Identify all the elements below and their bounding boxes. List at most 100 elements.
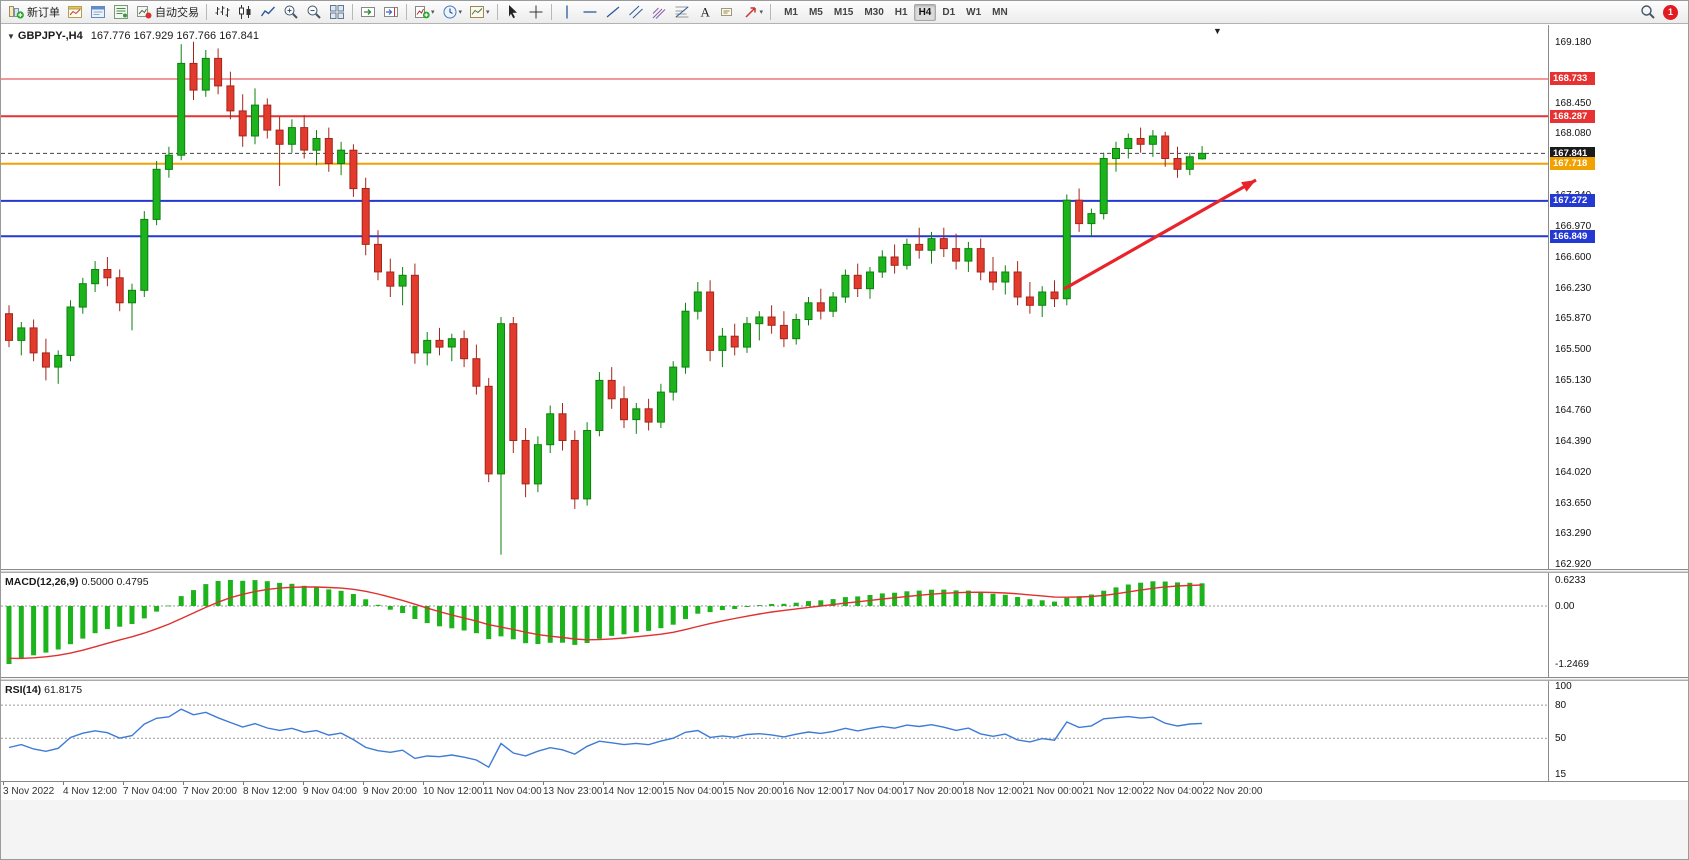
candle bbox=[706, 291, 715, 351]
templates-dropdown-caret[interactable]: ▾ bbox=[486, 9, 490, 16]
chart-title-expander-icon[interactable]: ▼ bbox=[7, 32, 15, 41]
time-axis[interactable]: 3 Nov 2022 4 Nov 12:00 7 Nov 04:00 7 Nov 20… bbox=[1, 782, 1688, 800]
panel-separator[interactable] bbox=[1, 678, 1688, 681]
bar-chart-button[interactable] bbox=[211, 2, 233, 22]
arrow-tools-dropdown-caret[interactable]: ▾ bbox=[759, 9, 764, 16]
rsi-axis-label: 80 bbox=[1555, 700, 1567, 712]
price-axis-label: 163.650 bbox=[1555, 498, 1592, 510]
price-axis[interactable]: 169.180168.450168.080167.340166.970166.6… bbox=[1548, 25, 1688, 570]
time-axis-label: 21 Nov 12:00 bbox=[1083, 786, 1143, 797]
profiles-button[interactable] bbox=[87, 2, 109, 22]
zoom-in-button[interactable] bbox=[280, 2, 302, 22]
zoom-out-button[interactable] bbox=[303, 2, 325, 22]
autotrading-button[interactable]: 自动交易 bbox=[133, 2, 202, 22]
candle bbox=[78, 283, 87, 308]
autoscroll-marker-icon[interactable]: ▼ bbox=[1213, 26, 1222, 36]
time-axis-label: 14 Nov 12:00 bbox=[603, 786, 663, 797]
templates-button[interactable]: ▾ bbox=[466, 2, 493, 22]
candle bbox=[1025, 296, 1034, 306]
time-axis-label: 9 Nov 20:00 bbox=[363, 786, 417, 797]
candle bbox=[263, 104, 272, 131]
chart-shift-button[interactable] bbox=[380, 2, 402, 22]
periods-dropdown-caret[interactable]: ▾ bbox=[458, 9, 463, 16]
candle bbox=[755, 316, 764, 325]
macd-panel: MACD(12,26,9) 0.5000 0.4795 0.6233 0.00 -1… bbox=[1, 573, 1688, 678]
price-axis-label: 165.130 bbox=[1555, 374, 1592, 386]
profiles-icon bbox=[91, 6, 105, 18]
timeframe-M5[interactable]: M5 bbox=[808, 6, 823, 18]
rsi-axis: 100 80 50 15 bbox=[1548, 681, 1688, 781]
cursor-button[interactable] bbox=[502, 2, 524, 22]
macd-name: MACD(12,26,9) bbox=[5, 576, 79, 588]
candle bbox=[1099, 158, 1108, 215]
auto-scroll-button[interactable] bbox=[357, 2, 379, 22]
candle bbox=[533, 444, 542, 485]
timeframe-M30[interactable]: M30 bbox=[864, 6, 884, 18]
time-axis-label: 21 Nov 00:00 bbox=[1023, 786, 1083, 797]
horizontal-line-button[interactable] bbox=[579, 2, 601, 22]
candlestick-chart-button[interactable] bbox=[234, 2, 256, 22]
new-order-button[interactable]: 新订单 bbox=[5, 2, 63, 22]
text-label-icon bbox=[720, 8, 732, 16]
horizontal-lines-layer[interactable] bbox=[1, 78, 1548, 238]
time-axis-tick bbox=[3, 782, 4, 785]
time-axis-label: 10 Nov 12:00 bbox=[423, 786, 483, 797]
candle bbox=[251, 104, 259, 137]
candle bbox=[1087, 213, 1096, 225]
trendline-button[interactable] bbox=[602, 2, 624, 22]
arrow-tools-button[interactable]: ▾ bbox=[740, 2, 767, 22]
candle bbox=[275, 129, 284, 145]
candle bbox=[398, 274, 407, 287]
timeframe-MN[interactable]: MN bbox=[992, 6, 1008, 18]
candle bbox=[1148, 135, 1157, 145]
crosshair-button[interactable] bbox=[525, 2, 547, 22]
time-axis-label: 22 Nov 04:00 bbox=[1143, 786, 1203, 797]
timeframe-H1[interactable]: H1 bbox=[894, 6, 908, 18]
search-button[interactable] bbox=[1637, 2, 1659, 22]
bar-chart-icon bbox=[215, 6, 230, 17]
text-button[interactable]: A bbox=[694, 2, 716, 22]
arrow-tool-icon bbox=[745, 7, 756, 18]
timeframe-D1[interactable]: D1 bbox=[942, 6, 956, 18]
price-badge-168.287: 168.287 bbox=[1550, 109, 1595, 123]
search-icon bbox=[1641, 5, 1655, 19]
pitchfork-button[interactable] bbox=[648, 2, 670, 22]
line-chart-button[interactable] bbox=[257, 2, 279, 22]
channel-button[interactable] bbox=[625, 2, 647, 22]
timeframe-W1[interactable]: W1 bbox=[966, 6, 982, 18]
price-badge-167.718: 167.718 bbox=[1550, 157, 1595, 171]
candlestick-icon bbox=[239, 5, 251, 19]
text-label-button[interactable] bbox=[717, 2, 739, 22]
indicators-button[interactable]: ▾ bbox=[411, 2, 438, 22]
panel-separator[interactable] bbox=[1, 570, 1688, 573]
tile-windows-button[interactable] bbox=[326, 2, 348, 22]
timeframe-M1[interactable]: M1 bbox=[784, 6, 798, 18]
macd-label: MACD(12,26,9) 0.5000 0.4795 bbox=[5, 576, 149, 588]
time-axis-label: 8 Nov 12:00 bbox=[243, 786, 297, 797]
timeframe-H4[interactable]: H4 bbox=[913, 3, 937, 21]
vertical-line-button[interactable] bbox=[556, 2, 578, 22]
vertical-line-icon bbox=[565, 5, 568, 19]
timeframe-M15[interactable]: M15 bbox=[833, 6, 854, 18]
trend-arrow[interactable] bbox=[1063, 178, 1257, 291]
candle bbox=[1013, 271, 1022, 298]
candle bbox=[300, 127, 309, 151]
candle bbox=[410, 274, 419, 354]
market-watch-button[interactable] bbox=[110, 2, 132, 22]
candle bbox=[1062, 199, 1071, 300]
candle bbox=[189, 62, 198, 91]
candle bbox=[337, 149, 346, 164]
time-axis-label: 9 Nov 04:00 bbox=[303, 786, 357, 797]
candle bbox=[497, 323, 505, 475]
fibonacci-button[interactable] bbox=[671, 2, 693, 22]
rsi-canvas[interactable] bbox=[1, 681, 1548, 781]
periods-button[interactable]: ▾ bbox=[439, 2, 466, 22]
notifications-badge[interactable]: 1 bbox=[1663, 4, 1678, 20]
macd-signal-line bbox=[8, 584, 1203, 660]
chart-canvas[interactable] bbox=[1, 25, 1548, 569]
candle bbox=[841, 274, 850, 298]
indicators-dropdown-caret[interactable]: ▾ bbox=[431, 9, 435, 16]
new-chart-button[interactable] bbox=[64, 2, 86, 22]
macd-canvas[interactable] bbox=[1, 573, 1548, 677]
candle bbox=[804, 302, 813, 320]
